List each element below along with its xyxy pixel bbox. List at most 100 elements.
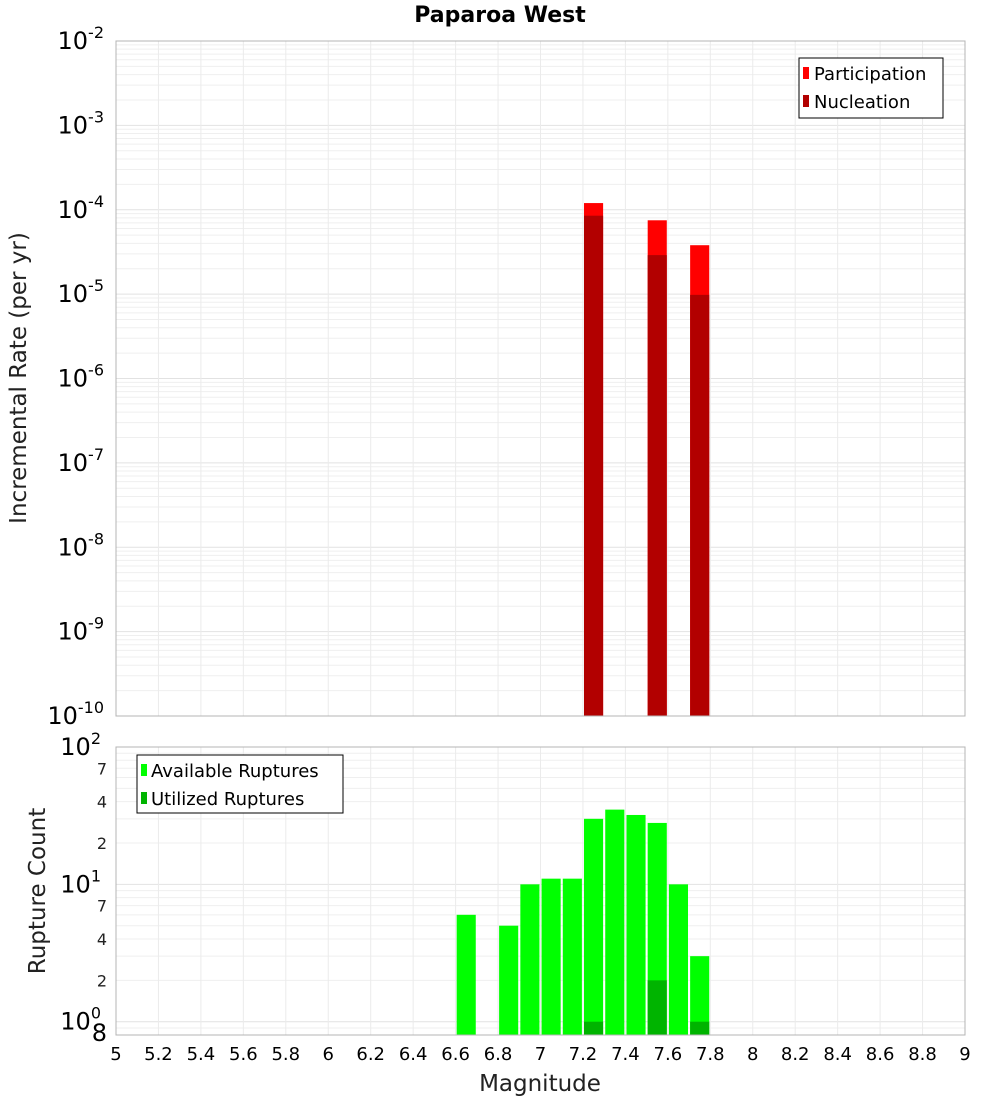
x-tick-label: 5 bbox=[110, 1044, 121, 1065]
top-y-tick-label: 10-5 bbox=[58, 276, 105, 308]
top-y-tick-label: 10-4 bbox=[58, 192, 105, 224]
bottom-y-minor-label: 2 bbox=[97, 971, 107, 990]
x-tick-label: 8.8 bbox=[908, 1044, 937, 1065]
bar-available-ruptures bbox=[520, 884, 540, 1035]
bar-utilized-ruptures bbox=[690, 1021, 710, 1035]
top-y-tick-label: 10-9 bbox=[58, 614, 105, 646]
bottom-y-tick-exponent: 1 bbox=[91, 866, 101, 885]
x-tick-label: 9 bbox=[959, 1044, 970, 1065]
top-y-tick-exponent: -6 bbox=[88, 361, 104, 380]
x-tick-label: 7.2 bbox=[569, 1044, 598, 1065]
bottom-y-minor-label: 7 bbox=[97, 759, 107, 778]
bottom-y-tick-base: 10 bbox=[60, 1008, 91, 1036]
chart-title: Paparoa West bbox=[414, 3, 586, 28]
top-y-tick-base: 10 bbox=[58, 365, 89, 393]
bottom-y-minor-label: 4 bbox=[97, 793, 107, 812]
top-legend-box bbox=[798, 57, 944, 119]
x-tick-label: 6 bbox=[323, 1044, 334, 1065]
top-y-tick-base: 10 bbox=[58, 280, 89, 308]
bottom-y-minor-label: 2 bbox=[97, 834, 107, 853]
legend-participation-swatch bbox=[803, 67, 809, 79]
bottom-y-axis-label: Rupture Count bbox=[25, 808, 51, 974]
bottom-y-minor-label: 8 bbox=[92, 1019, 107, 1047]
legend-available-swatch bbox=[141, 764, 147, 776]
bar-nucleation bbox=[647, 255, 667, 716]
bar-available-ruptures bbox=[584, 818, 604, 1035]
top-y-tick-base: 10 bbox=[58, 618, 89, 646]
bar-utilized-ruptures bbox=[647, 980, 667, 1035]
legend-nucleation-swatch bbox=[803, 95, 809, 107]
top-y-tick-exponent: -4 bbox=[88, 192, 104, 211]
legend-participation-label: Participation bbox=[814, 64, 926, 85]
bottom-y-tick-label: 101 bbox=[60, 866, 101, 898]
legend-available-label: Available Ruptures bbox=[151, 761, 319, 782]
top-y-tick-label: 10-8 bbox=[58, 529, 105, 561]
legend-utilized-label: Utilized Ruptures bbox=[151, 789, 304, 810]
x-tick-label: 8 bbox=[747, 1044, 758, 1065]
bar-available-ruptures bbox=[456, 914, 476, 1035]
bottom-y-tick-exponent: 2 bbox=[91, 729, 101, 748]
bottom-y-minor-label: 4 bbox=[97, 930, 107, 949]
bottom-legend: Available Ruptures Utilized Ruptures bbox=[136, 754, 344, 814]
bottom-bars bbox=[456, 809, 710, 1035]
bottom-legend-box bbox=[136, 754, 344, 814]
x-tick-label: 8.4 bbox=[823, 1044, 852, 1065]
top-y-axis-label: Incremental Rate (per yr) bbox=[6, 232, 32, 524]
x-tick-label: 8.6 bbox=[866, 1044, 895, 1065]
bar-nucleation bbox=[690, 294, 710, 716]
top-y-tick-labels: 10-210-310-410-510-610-710-810-910-10 bbox=[47, 23, 104, 730]
top-grid bbox=[115, 41, 966, 717]
x-tick-label: 6.2 bbox=[356, 1044, 385, 1065]
x-axis-label: Magnitude bbox=[479, 1071, 601, 1097]
x-tick-label: 5.8 bbox=[271, 1044, 300, 1065]
top-panel: 10-210-310-410-510-610-710-810-910-10 In… bbox=[6, 23, 966, 730]
top-y-tick-base: 10 bbox=[58, 533, 89, 561]
top-y-tick-label: 10-10 bbox=[47, 698, 104, 730]
x-tick-label: 6.6 bbox=[441, 1044, 470, 1065]
x-tick-label: 7.6 bbox=[654, 1044, 683, 1065]
bar-available-ruptures bbox=[668, 884, 689, 1035]
top-y-tick-label: 10-7 bbox=[58, 445, 105, 477]
legend-utilized-swatch bbox=[141, 792, 147, 804]
bar-available-ruptures bbox=[541, 878, 561, 1035]
x-tick-label: 5.2 bbox=[144, 1044, 173, 1065]
bottom-y-tick-exponent: 0 bbox=[91, 1004, 101, 1023]
x-tick-label: 7.8 bbox=[696, 1044, 725, 1065]
x-tick-label: 7.4 bbox=[611, 1044, 640, 1065]
x-tick-label: 7 bbox=[535, 1044, 546, 1065]
top-y-tick-base: 10 bbox=[58, 111, 89, 139]
bottom-y-minor-label: 7 bbox=[97, 897, 107, 916]
bar-available-ruptures bbox=[690, 956, 710, 1035]
bar-available-ruptures bbox=[605, 809, 625, 1035]
top-y-tick-label: 10-2 bbox=[58, 23, 105, 55]
top-y-tick-exponent: -9 bbox=[88, 614, 104, 633]
top-y-tick-exponent: -8 bbox=[88, 529, 104, 548]
x-tick-label: 8.2 bbox=[781, 1044, 810, 1065]
x-tick-label: 5.4 bbox=[187, 1044, 216, 1065]
legend-nucleation-label: Nucleation bbox=[814, 92, 910, 113]
top-y-tick-exponent: -7 bbox=[88, 445, 104, 464]
bottom-y-tick-base: 10 bbox=[60, 870, 91, 898]
bar-available-ruptures bbox=[562, 878, 582, 1035]
bottom-y-tick-label: 100 bbox=[60, 1004, 101, 1036]
top-y-tick-base: 10 bbox=[47, 702, 78, 730]
x-tick-labels: 5 5.2 5.4 5.6 5.8 6 6.2 6.4 6.6 6.8 7 7.2 7.4 7.6 7.8 8… bbox=[110, 1044, 970, 1065]
top-bars bbox=[584, 203, 710, 717]
x-tick-label: 6.8 bbox=[484, 1044, 513, 1065]
bottom-plot-border bbox=[115, 746, 966, 1036]
bottom-y-tick-label: 102 bbox=[60, 729, 101, 761]
top-y-tick-exponent: -5 bbox=[88, 276, 104, 295]
top-y-tick-base: 10 bbox=[58, 196, 89, 224]
bar-nucleation bbox=[584, 215, 604, 717]
top-y-tick-exponent: -3 bbox=[88, 107, 104, 126]
bar-available-ruptures bbox=[499, 925, 519, 1035]
top-y-tick-label: 10-3 bbox=[58, 107, 105, 139]
top-y-tick-exponent: -10 bbox=[78, 698, 104, 717]
x-tick-label: 6.4 bbox=[399, 1044, 428, 1065]
bar-utilized-ruptures bbox=[584, 1021, 604, 1035]
top-y-tick-base: 10 bbox=[58, 27, 89, 55]
x-tick-label: 5.6 bbox=[229, 1044, 258, 1065]
